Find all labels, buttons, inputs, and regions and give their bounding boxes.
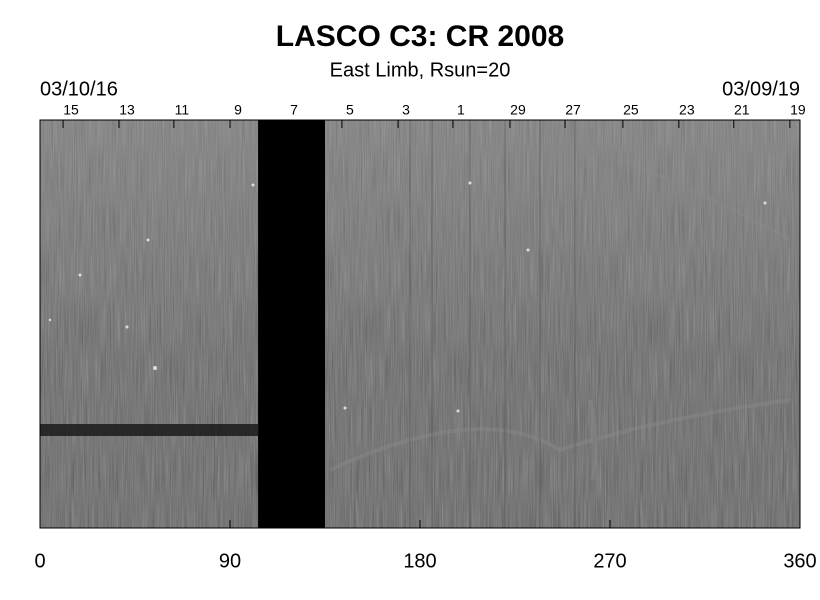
top-tick-label: 15 [63, 102, 79, 118]
x-tick-label: 0 [34, 550, 45, 572]
streamers [148, 158, 791, 481]
x-tick-label: 270 [593, 550, 626, 572]
top-tick-label: 29 [510, 102, 526, 118]
top-tick-label: 21 [734, 102, 750, 118]
chart-subtitle: East Limb, Rsun=20 [330, 59, 511, 81]
top-tick-label: 13 [119, 102, 135, 118]
streaks [409, 120, 576, 528]
data-gap [258, 120, 325, 528]
x-tick-label: 360 [783, 550, 816, 572]
map-texture [40, 120, 800, 528]
start-date: 03/10/16 [40, 78, 118, 100]
top-tick-label: 7 [290, 102, 298, 118]
top-tick-label: 11 [175, 102, 190, 118]
top-tick-label: 9 [234, 102, 242, 118]
top-tick-label: 3 [402, 102, 410, 118]
dark-band [40, 424, 258, 436]
image-area [40, 120, 800, 528]
stars [48, 181, 767, 413]
top-tick-label: 25 [623, 102, 639, 118]
top-tick-label: 23 [679, 102, 695, 118]
x-tick-label: 90 [219, 550, 241, 572]
x-tick-label: 180 [403, 550, 436, 572]
chart-title: LASCO C3: CR 2008 [276, 20, 564, 53]
top-tick-label: 19 [790, 102, 806, 118]
top-tick-label: 27 [565, 102, 581, 118]
top-tick-label: 5 [346, 102, 354, 118]
top-tick-label: 1 [457, 102, 465, 118]
end-date: 03/09/19 [722, 78, 800, 100]
